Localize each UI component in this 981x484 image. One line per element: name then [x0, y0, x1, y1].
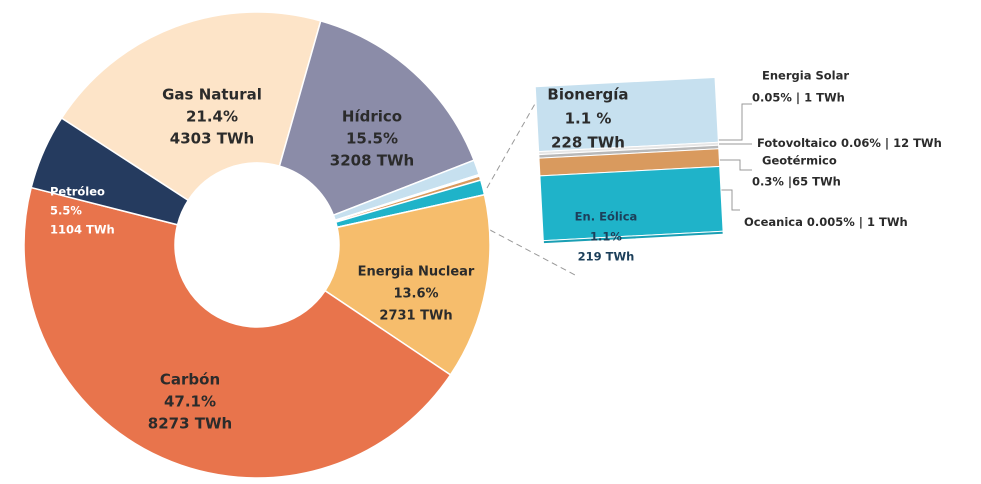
slice-label: Geotérmico — [762, 154, 837, 168]
slice-label: Gas Natural — [162, 86, 262, 104]
value-label: 0.005% | 1 TWh — [807, 215, 908, 229]
slice — [23, 186, 452, 479]
leader-line — [712, 103, 752, 141]
slice-label: Fotovoltaico 0.06% | 12 TWh — [757, 136, 942, 150]
slice-label: Energia Solar — [762, 69, 849, 83]
slice-label: Bionergía — [547, 86, 628, 104]
bar-segment — [539, 165, 724, 242]
leader-lines — [486, 94, 752, 276]
slice-label: 1104 TWh — [50, 223, 115, 237]
leader-line — [720, 189, 740, 211]
slice-label: Hídrico — [342, 108, 402, 126]
slice-label: 3208 TWh — [330, 152, 414, 170]
slice-label: Oceanica 0.005% | 1 TWh — [744, 215, 908, 229]
value-label: 0.06% | 12 TWh — [841, 136, 942, 150]
slice-label: 228 TWh — [551, 134, 625, 152]
slice-label: Petróleo — [50, 185, 105, 199]
bar-segment — [542, 230, 724, 245]
slice-label: 2731 TWh — [379, 309, 452, 324]
slice-label: 21.4% — [186, 108, 238, 126]
slice-label: Energia Nuclear — [358, 265, 475, 280]
slice-label: 0.05% | 1 TWh — [752, 91, 845, 105]
slice-label: 1.1 % — [565, 110, 612, 128]
slice-label: 219 TWh — [578, 250, 635, 264]
donut — [23, 11, 491, 479]
slice-label: 15.5% — [346, 130, 398, 148]
slice-label: 5.5% — [50, 204, 82, 218]
category-name: Oceanica — [744, 215, 803, 229]
slice-label: 4303 TWh — [170, 130, 254, 148]
category-name: Fotovoltaico — [757, 136, 837, 150]
slice-label: 1.1% — [590, 230, 622, 244]
breakout-connector — [489, 229, 576, 276]
leader-line — [716, 159, 752, 171]
slice-label: 0.3% |65 TWh — [752, 175, 841, 189]
slice — [324, 193, 491, 376]
slice — [30, 117, 190, 226]
slice — [278, 19, 475, 217]
slice-label: En. Eólica — [575, 210, 638, 224]
breakout-connector — [486, 94, 541, 189]
slice-label: Carbón — [160, 371, 220, 389]
slice-label: 47.1% — [164, 393, 216, 411]
slice-label: 13.6% — [393, 287, 438, 302]
slice-label: 8273 TWh — [148, 415, 232, 433]
slice — [60, 11, 322, 202]
breakout-bar — [534, 76, 724, 245]
